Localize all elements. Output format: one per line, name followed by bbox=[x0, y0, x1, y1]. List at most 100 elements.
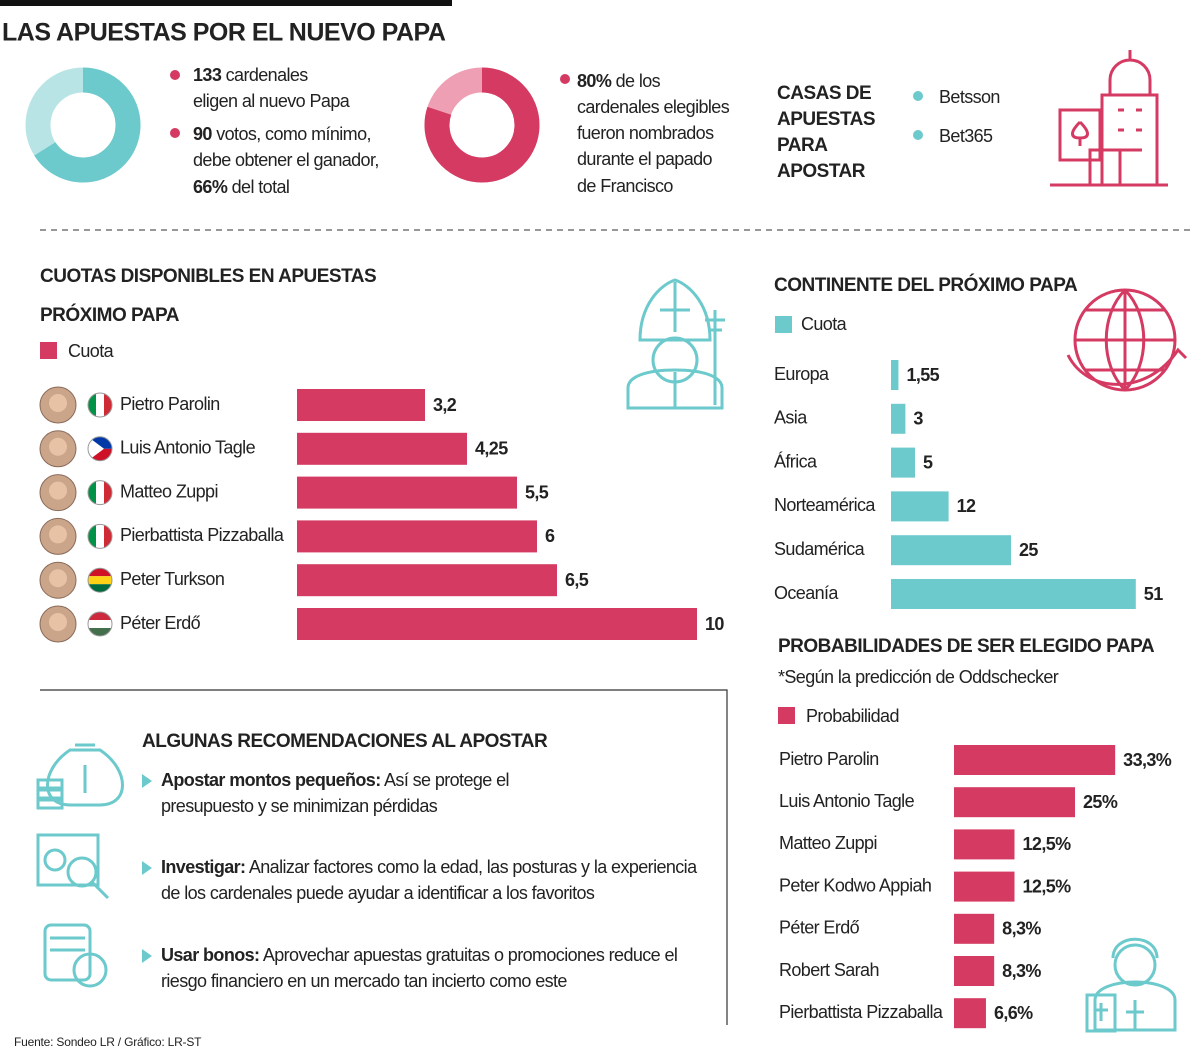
flag-border bbox=[87, 611, 113, 637]
flag bbox=[88, 568, 112, 593]
flag-stripe bbox=[88, 436, 104, 461]
houses-title: APUESTAS bbox=[777, 109, 875, 130]
recommendation-line: Apostar montos pequeños: Así se protege … bbox=[161, 770, 509, 790]
recommendation-line: Investigar: Analizar factores como la ed… bbox=[161, 857, 698, 877]
houses-title: CASAS DE bbox=[777, 83, 871, 104]
stat-line: votos, como mínimo, bbox=[212, 124, 371, 144]
legend-swatch bbox=[778, 707, 795, 724]
recommendation-text: Aprovechar apuestas gratuitas o promocio… bbox=[259, 945, 677, 965]
bar bbox=[954, 871, 1015, 902]
bullet bbox=[170, 128, 180, 138]
category-label: Peter Turkson bbox=[120, 569, 224, 589]
bar bbox=[891, 360, 899, 390]
value-label: 25 bbox=[1019, 540, 1038, 560]
flag-stripe bbox=[96, 393, 104, 417]
category-label: Pierbattista Pizzaballa bbox=[779, 1002, 944, 1022]
stat-line: eligen al nuevo Papa bbox=[193, 91, 351, 111]
value-label: 12 bbox=[957, 496, 976, 516]
bar bbox=[891, 447, 915, 478]
flag-stripe bbox=[88, 620, 112, 628]
bullet bbox=[913, 130, 923, 140]
stat-text: 90 votos, como mínimo, bbox=[193, 124, 371, 144]
stat-number: 133 bbox=[193, 65, 222, 85]
flag-stripe bbox=[104, 393, 112, 417]
value-label: 25% bbox=[1083, 792, 1118, 812]
recommendation-line: de los cardenales puede ayudar a identif… bbox=[161, 883, 595, 903]
stat-line: cardenales elegibles bbox=[577, 97, 730, 117]
flag-border bbox=[87, 392, 113, 418]
stat-line: fueron nombrados bbox=[577, 123, 714, 143]
flag-stripe bbox=[88, 612, 112, 620]
category-label: Luis Antonio Tagle bbox=[779, 791, 915, 811]
recommendations-title: ALGUNAS RECOMENDACIONES AL APOSTAR bbox=[142, 731, 548, 752]
flag-stripe bbox=[88, 480, 96, 505]
flag bbox=[88, 393, 112, 417]
box-border bbox=[40, 689, 728, 1025]
recommendation-line: riesgo financiero en un mercado tan inci… bbox=[161, 971, 567, 991]
bar bbox=[954, 998, 986, 1029]
bullet bbox=[913, 91, 923, 101]
chart-title: PROBABILIDADES DE SER ELEGIDO PAPA bbox=[778, 636, 1155, 657]
category-label: Norteamérica bbox=[774, 495, 876, 515]
recommendation-text: Analizar factores como la edad, las post… bbox=[245, 857, 698, 877]
bar bbox=[297, 520, 537, 553]
chart-title: CUOTAS DISPONIBLES EN APUESTAS bbox=[40, 266, 376, 287]
portrait-face bbox=[49, 569, 67, 588]
recommendation-line: presupuesto y se minimizan pérdidas bbox=[161, 796, 438, 816]
stat-line: de los bbox=[611, 71, 660, 91]
recommendation-lead: Usar bonos: bbox=[161, 945, 259, 965]
title: LAS APUESTAS POR EL NUEVO PAPA bbox=[2, 19, 446, 47]
value-label: 8,3% bbox=[1002, 961, 1041, 981]
stat-percent: 80% bbox=[577, 71, 612, 91]
value-label: 12,5% bbox=[1023, 834, 1072, 854]
bar bbox=[297, 389, 425, 421]
value-label: 3,2 bbox=[433, 395, 457, 415]
category-label: Matteo Zuppi bbox=[120, 481, 218, 501]
portrait-face bbox=[49, 525, 67, 544]
bar bbox=[297, 476, 517, 509]
value-label: 6 bbox=[545, 526, 555, 546]
category-label: Pietro Parolin bbox=[779, 749, 879, 769]
flag-border bbox=[87, 480, 113, 506]
donut-segment bbox=[424, 67, 540, 183]
value-label: 5 bbox=[923, 452, 933, 472]
pope-icon bbox=[626, 278, 725, 410]
category-label: Péter Erdő bbox=[120, 613, 201, 633]
bar bbox=[891, 535, 1011, 566]
donut-chart bbox=[424, 67, 540, 183]
value-label: 51 bbox=[1144, 584, 1163, 604]
flag-border bbox=[87, 567, 113, 593]
houses-title: APOSTAR bbox=[777, 161, 866, 182]
bar bbox=[954, 913, 995, 944]
bar bbox=[297, 608, 697, 640]
stat-line: de Francisco bbox=[577, 176, 673, 196]
donut-segment bbox=[25, 67, 141, 183]
legend-label: Probabilidad bbox=[806, 706, 899, 726]
category-label: Europa bbox=[774, 364, 830, 384]
stat-number: 90 bbox=[193, 124, 212, 144]
flag bbox=[88, 524, 112, 549]
flag-stripe bbox=[88, 576, 112, 585]
bullet bbox=[170, 70, 180, 80]
bar bbox=[891, 403, 906, 434]
recommendation-lead: Apostar montos pequeños: bbox=[161, 770, 381, 790]
legend-swatch bbox=[775, 316, 792, 333]
flag-stripe bbox=[88, 628, 112, 636]
chart-subtitle: PRÓXIMO PAPA bbox=[40, 304, 180, 326]
casino-icon bbox=[1050, 50, 1168, 187]
category-label: África bbox=[774, 451, 818, 471]
bullet bbox=[560, 74, 570, 84]
category-label: Pietro Parolin bbox=[120, 394, 220, 414]
priest-icon bbox=[1085, 937, 1177, 1033]
arrow-bullet bbox=[142, 774, 152, 788]
legend-swatch bbox=[40, 342, 57, 359]
flag-stripe bbox=[88, 568, 112, 577]
category-label: Matteo Zuppi bbox=[779, 833, 877, 853]
flag-stripe bbox=[88, 393, 96, 417]
stat-line: debe obtener el ganador, bbox=[193, 150, 379, 170]
flag-border bbox=[87, 436, 113, 462]
category-label: Robert Sarah bbox=[779, 960, 879, 980]
donut-chart bbox=[25, 67, 141, 183]
portrait-face bbox=[49, 437, 67, 456]
category-label: Pierbattista Pizzaballa bbox=[120, 525, 285, 545]
